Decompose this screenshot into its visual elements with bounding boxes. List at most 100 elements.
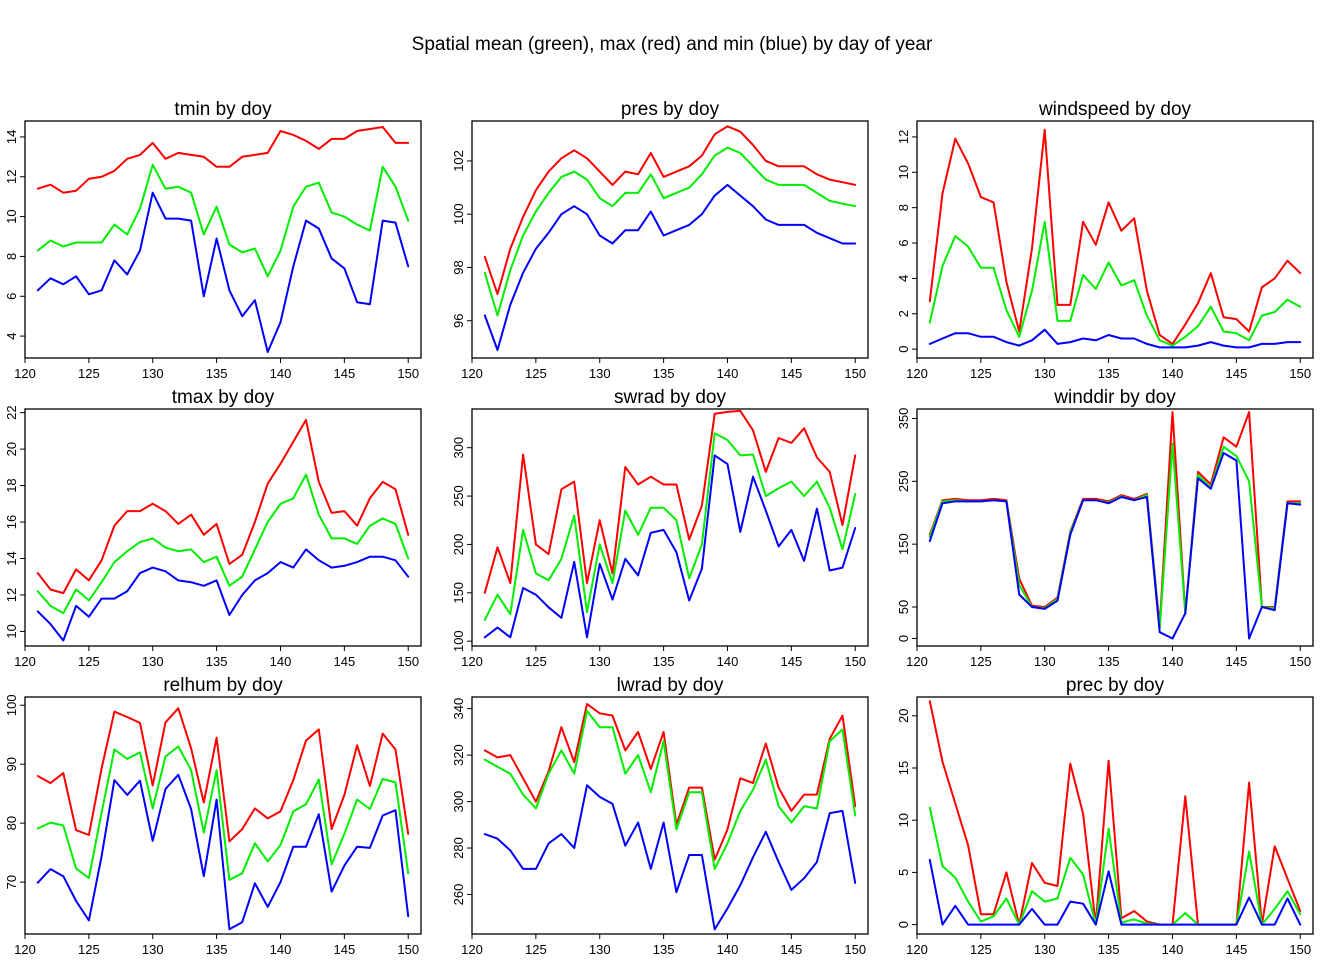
x-tick-label: 135 — [206, 942, 228, 957]
y-tick-label: 200 — [451, 534, 466, 556]
chart-panel-5: winddir by doy 120 125 130 135 140 145 150 0 50 15… — [896, 387, 1314, 669]
y-tick-label: 10 — [896, 165, 911, 179]
y-tick-label: 14 — [4, 130, 19, 144]
y-tick-label: 12 — [4, 588, 19, 602]
chart-panel-7: lwrad by doy 120 125 130 135 140 145 150 260 280 3… — [451, 675, 869, 957]
y-tick-label: 12 — [896, 130, 911, 144]
x-tick-label: 125 — [525, 942, 547, 957]
chart-panel-3: tmax by doy 120 125 130 135 140 145 150 10 12 14 16… — [4, 387, 422, 669]
x-tick-label: 135 — [653, 654, 675, 669]
panel-title: lwrad by doy — [617, 675, 724, 696]
y-tick-label: 14 — [4, 551, 19, 565]
y-tick-label: 260 — [451, 884, 466, 906]
x-tick-label: 130 — [589, 366, 611, 381]
chart-panel-4: swrad by doy 120 125 130 135 140 145 150 100 150 2… — [451, 387, 869, 669]
y-tick-label: 98 — [451, 260, 466, 274]
x-tick-label: 140 — [717, 366, 739, 381]
x-tick-label: 145 — [781, 654, 803, 669]
x-tick-label: 125 — [970, 366, 992, 381]
panel-title: pres by doy — [621, 99, 720, 120]
series-line-mean — [36, 163, 410, 278]
plot-frame — [471, 696, 869, 935]
series-line-min — [36, 191, 410, 353]
series-line-mean — [928, 806, 1302, 926]
x-tick-label: 135 — [1098, 366, 1120, 381]
x-tick-label: 135 — [206, 366, 228, 381]
y-tick-label: 16 — [4, 515, 19, 529]
y-tick-label: 15 — [896, 761, 911, 775]
y-tick-label: 8 — [4, 253, 19, 260]
x-tick-label: 125 — [970, 942, 992, 957]
y-tick-label: 8 — [896, 204, 911, 211]
plot-frame — [916, 120, 1314, 359]
y-tick-label: 10 — [896, 813, 911, 827]
plot-frame — [24, 408, 422, 647]
plot-frame — [24, 120, 422, 359]
series-line-min — [483, 183, 857, 351]
y-tick-label: 20 — [896, 709, 911, 723]
y-tick-label: 4 — [896, 275, 911, 282]
y-tick-label: 6 — [4, 293, 19, 300]
x-tick-label: 150 — [844, 654, 866, 669]
series-line-min — [928, 328, 1302, 349]
series-line-mean — [483, 146, 857, 317]
x-tick-label: 125 — [970, 654, 992, 669]
x-tick-label: 145 — [781, 942, 803, 957]
series-line-max — [483, 125, 857, 296]
y-tick-label: 5 — [896, 869, 911, 876]
series-line-min — [483, 454, 857, 639]
y-tick-label: 100 — [4, 694, 19, 716]
y-tick-label: 150 — [896, 533, 911, 555]
x-tick-label: 120 — [906, 942, 928, 957]
x-tick-label: 145 — [334, 942, 356, 957]
y-tick-label: 2 — [896, 310, 911, 317]
x-tick-label: 125 — [525, 654, 547, 669]
x-tick-label: 130 — [142, 654, 164, 669]
plot-frame — [471, 120, 869, 359]
y-tick-label: 320 — [451, 744, 466, 766]
x-tick-label: 135 — [1098, 654, 1120, 669]
y-tick-label: 300 — [451, 437, 466, 459]
x-tick-label: 140 — [1162, 942, 1184, 957]
y-tick-label: 90 — [4, 757, 19, 771]
y-tick-label: 50 — [896, 600, 911, 614]
x-tick-label: 145 — [334, 654, 356, 669]
x-tick-label: 140 — [1162, 366, 1184, 381]
x-tick-label: 150 — [1289, 366, 1311, 381]
x-tick-label: 145 — [334, 366, 356, 381]
chart-panel-1: pres by doy 120 125 130 135 140 145 150 96 98 100 1… — [451, 99, 869, 381]
series-line-min — [36, 773, 410, 931]
panel-title: swrad by doy — [614, 387, 726, 408]
x-tick-label: 130 — [142, 942, 164, 957]
x-tick-label: 145 — [781, 366, 803, 381]
series-line-min — [483, 784, 857, 931]
x-tick-label: 140 — [1162, 654, 1184, 669]
x-tick-label: 120 — [14, 654, 36, 669]
series-line-max — [928, 128, 1302, 345]
panel-title: relhum by doy — [163, 675, 283, 696]
y-tick-label: 102 — [451, 150, 466, 172]
y-tick-label: 250 — [451, 485, 466, 507]
panel-title: tmin by doy — [174, 99, 272, 120]
y-tick-label: 80 — [4, 816, 19, 830]
series-line-mean — [36, 745, 410, 881]
x-tick-label: 140 — [270, 654, 292, 669]
y-tick-label: 6 — [896, 239, 911, 246]
y-tick-label: 4 — [4, 332, 19, 339]
x-tick-label: 120 — [461, 942, 483, 957]
x-tick-label: 120 — [906, 366, 928, 381]
panel-title: winddir by doy — [1053, 387, 1176, 408]
x-tick-label: 130 — [1034, 654, 1056, 669]
series-line-mean — [36, 473, 410, 615]
y-tick-label: 280 — [451, 837, 466, 859]
panel-title: tmax by doy — [172, 387, 275, 408]
y-tick-label: 18 — [4, 478, 19, 492]
figure-title: Spatial mean (green), max (red) and min … — [411, 34, 933, 55]
x-tick-label: 150 — [1289, 654, 1311, 669]
plot-frame — [916, 408, 1314, 647]
y-tick-label: 340 — [451, 698, 466, 720]
x-tick-label: 120 — [461, 366, 483, 381]
x-tick-label: 125 — [78, 654, 100, 669]
series-line-mean — [483, 432, 857, 621]
